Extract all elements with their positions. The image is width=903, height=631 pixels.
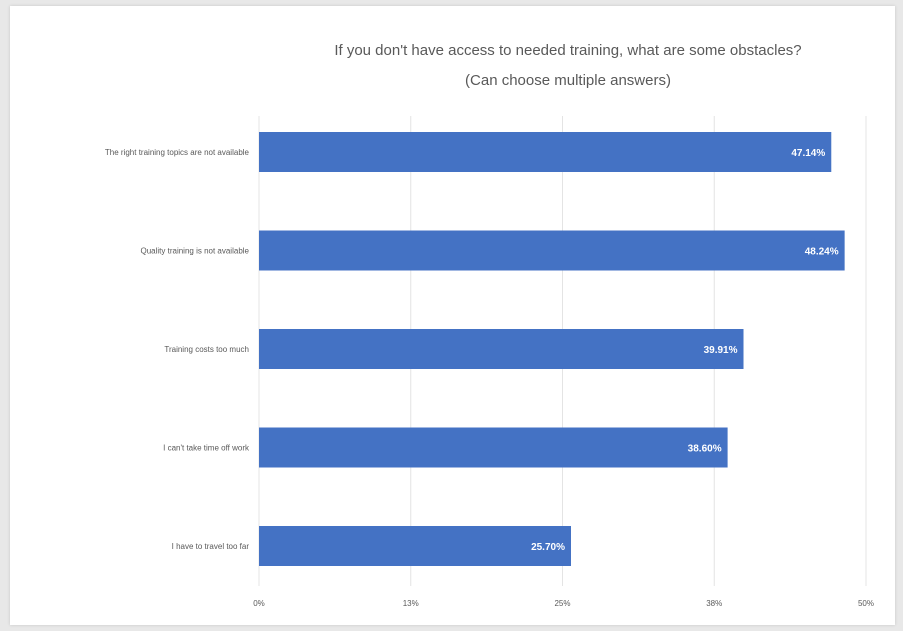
- category-label: The right training topics are not availa…: [105, 148, 250, 157]
- bar: [259, 526, 571, 566]
- bar: [259, 132, 832, 172]
- category-labels: The right training topics are not availa…: [105, 148, 250, 551]
- chart-title-line-1: If you don't have access to needed train…: [334, 42, 801, 59]
- bar: [259, 329, 744, 369]
- bar: [259, 230, 845, 271]
- x-tick-label: 13%: [403, 599, 419, 608]
- category-label: I have to travel too far: [172, 542, 250, 551]
- chart-frame: If you don't have access to needed train…: [10, 6, 895, 625]
- category-label: Quality training is not available: [140, 247, 249, 256]
- chart-title: If you don't have access to needed train…: [334, 42, 801, 89]
- bar-data-label: 25.70%: [531, 542, 565, 553]
- category-label: I can't take time off work: [163, 444, 250, 453]
- chart-title-line-2: (Can choose multiple answers): [465, 72, 671, 89]
- bar-data-label: 38.60%: [688, 444, 722, 455]
- bar: [259, 427, 728, 468]
- x-tick-label: 25%: [554, 599, 570, 608]
- x-axis-ticks: 0% 13% 25% 38% 50%: [253, 599, 874, 608]
- x-tick-label: 50%: [858, 599, 874, 608]
- category-label: Training costs too much: [164, 345, 249, 354]
- x-tick-label: 0%: [253, 599, 265, 608]
- bar-data-label: 47.14%: [791, 148, 825, 159]
- x-tick-label: 38%: [706, 599, 722, 608]
- bar-chart: If you don't have access to needed train…: [105, 42, 874, 608]
- bar-data-label: 39.91%: [704, 345, 738, 356]
- bars: 47.14% 48.24% 39.91% 38.60% 25.70%: [259, 132, 845, 566]
- bar-data-label: 48.24%: [805, 247, 839, 258]
